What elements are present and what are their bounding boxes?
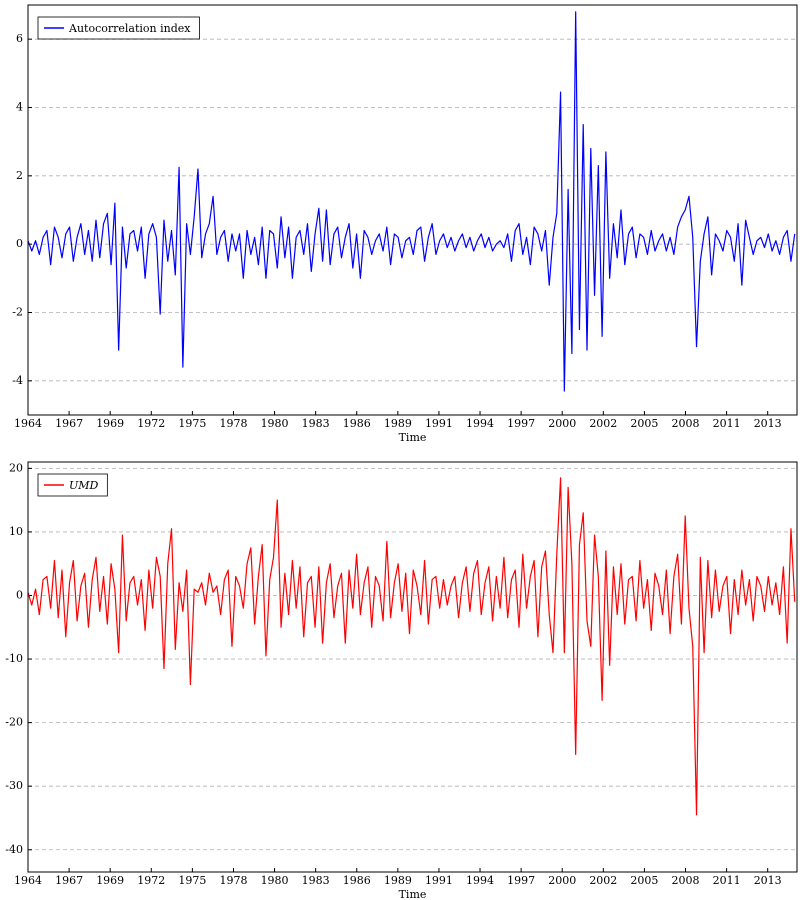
x-tick-label: 1994 [466, 417, 494, 430]
x-tick-label: 2008 [672, 417, 700, 430]
y-tick-label: 0 [16, 237, 23, 250]
x-tick-label: 1980 [261, 874, 289, 887]
x-tick-label: 1969 [96, 417, 124, 430]
data-line [27, 11, 796, 392]
y-tick-label: -30 [5, 779, 23, 792]
x-tick-label: 1978 [219, 417, 247, 430]
x-tick-label: 1972 [137, 874, 165, 887]
x-tick-label: 2005 [630, 417, 658, 430]
y-tick-label: 2 [16, 169, 23, 182]
x-tick-label: 2000 [548, 874, 576, 887]
legend-label: UMD [69, 479, 99, 492]
y-tick-label: 0 [16, 588, 23, 601]
x-tick-label: 1967 [55, 417, 83, 430]
x-tick-label: 1983 [302, 874, 330, 887]
x-tick-label: 2013 [754, 874, 782, 887]
x-tick-label: 1983 [302, 417, 330, 430]
x-tick-label: 2011 [713, 874, 741, 887]
subplot: -4 -2 0 2 4 6 1964 1967 1969 1972 1975 1978 1980 1983… [12, 4, 798, 444]
x-tick-label: 1969 [96, 874, 124, 887]
x-tick-label: 1978 [219, 874, 247, 887]
y-tick-label: 6 [16, 32, 23, 45]
x-tick-label: 1997 [507, 874, 535, 887]
x-tick-label: 1989 [384, 417, 412, 430]
y-tick-label: -4 [12, 374, 23, 387]
x-tick-label: 2013 [754, 417, 782, 430]
x-tick-label: 1975 [178, 417, 206, 430]
x-tick-label: 1964 [14, 874, 42, 887]
x-tick-label: 1986 [343, 417, 371, 430]
x-tick-label: 1994 [466, 874, 494, 887]
x-tick-label: 2002 [589, 417, 617, 430]
x-tick-label: 1989 [384, 874, 412, 887]
x-tick-label: 1964 [14, 417, 42, 430]
y-tick-label: -10 [5, 652, 23, 665]
x-tick-label: 1991 [425, 417, 453, 430]
plot-frame [27, 4, 798, 416]
legend-box [37, 16, 200, 40]
x-axis-label: Time [399, 888, 427, 900]
y-tick-label: -20 [5, 716, 23, 729]
x-tick-label: 1986 [343, 874, 371, 887]
x-tick-label: 1980 [261, 417, 289, 430]
plot-frame [27, 461, 798, 873]
subplot: -40 -30 -20 -10 0 10 20 1964 1967 1969 1972 1975 197… [5, 461, 798, 900]
y-tick-label: -2 [12, 306, 23, 319]
legend-box [37, 473, 108, 497]
y-tick-label: 10 [9, 525, 23, 538]
x-tick-label: 2011 [713, 417, 741, 430]
x-tick-label: 2000 [548, 417, 576, 430]
y-tick-label: -40 [5, 843, 23, 856]
y-tick-label: 20 [9, 461, 23, 474]
x-tick-label: 1967 [55, 874, 83, 887]
x-tick-label: 1975 [178, 874, 206, 887]
legend-label: Autocorrelation index [68, 22, 191, 35]
x-tick-label: 1997 [507, 417, 535, 430]
x-axis-label: Time [399, 431, 427, 444]
x-tick-label: 2005 [630, 874, 658, 887]
x-tick-label: 1972 [137, 417, 165, 430]
data-line [27, 477, 796, 816]
x-tick-label: 2002 [589, 874, 617, 887]
y-tick-label: 4 [16, 101, 23, 114]
x-tick-label: 2008 [672, 874, 700, 887]
x-tick-label: 1991 [425, 874, 453, 887]
